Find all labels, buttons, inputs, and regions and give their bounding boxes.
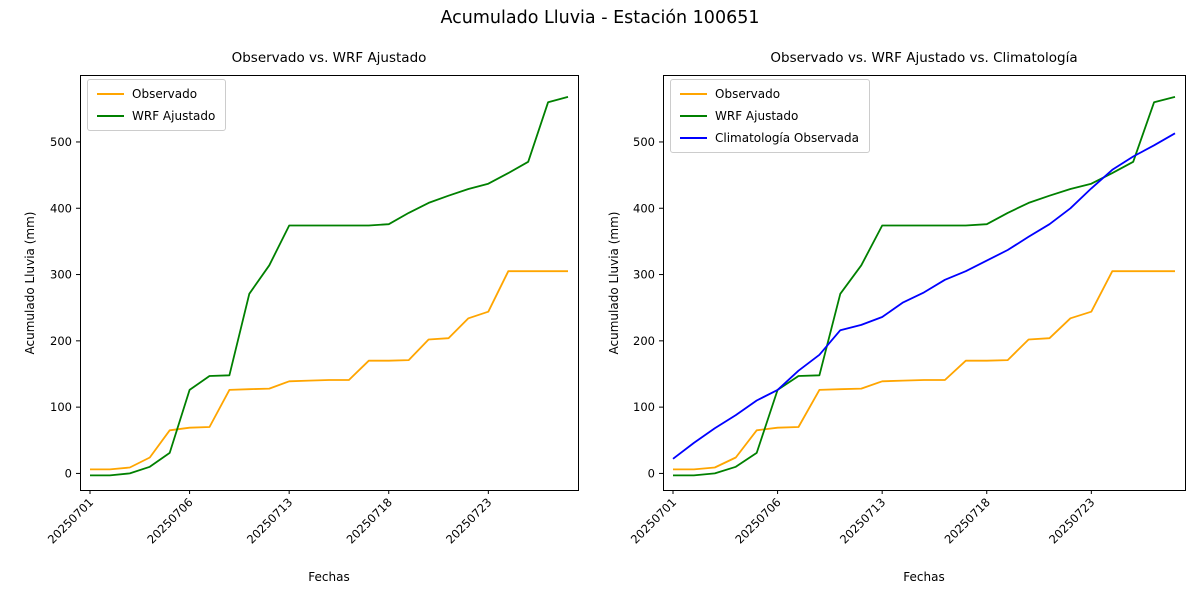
left-chart-xlabel: Fechas (308, 570, 350, 584)
x-tick-label: 20250701 (45, 495, 96, 546)
y-tick-label: 400 (50, 201, 72, 215)
y-tick-label: 0 (648, 466, 655, 480)
y-tick-label: 400 (633, 201, 655, 215)
y-tick-label: 500 (633, 135, 655, 149)
series-line-wrf-ajustado (90, 96, 569, 477)
figure-suptitle: Acumulado Lluvia - Estación 100651 (440, 8, 760, 28)
series-line-wrf-ajustado (673, 96, 1176, 477)
axes-spines (80, 75, 579, 491)
legend-label: Observado (132, 87, 198, 101)
y-tick-label: 0 (65, 466, 72, 480)
y-tick-label: 200 (633, 334, 655, 348)
legend-label: WRF Ajustado (715, 109, 799, 123)
right-chart-ylabel: Acumulado Lluvia (mm) (607, 211, 621, 355)
left-chart-title: Observado vs. WRF Ajustado (231, 50, 427, 66)
x-tick-label: 20250706 (732, 495, 783, 546)
y-tick-label: 100 (50, 400, 72, 414)
x-tick-label: 20250713 (837, 495, 888, 546)
legend-item: WRF Ajustado (680, 107, 859, 125)
legend-line-swatch (97, 115, 124, 117)
y-tick-label: 200 (50, 334, 72, 348)
x-tick-label: 20250723 (1046, 495, 1097, 546)
y-tick-label: 100 (633, 400, 655, 414)
legend-label: Observado (715, 87, 781, 101)
x-tick-label: 20250706 (144, 495, 195, 546)
legend-line-swatch (680, 93, 707, 95)
legend-item: Climatología Observada (680, 129, 859, 147)
series-line-observado (90, 270, 568, 471)
right-chart-title: Observado vs. WRF Ajustado vs. Climatolo… (770, 50, 1078, 66)
right-chart-legend: Observado WRF Ajustado Climatología Observ… (670, 79, 870, 153)
legend-item: Observado (97, 85, 215, 103)
series-line-observado (673, 270, 1175, 471)
legend-item: Observado (680, 85, 859, 103)
y-tick-label: 300 (633, 268, 655, 282)
legend-label: WRF Ajustado (132, 109, 216, 123)
legend-line-swatch (680, 137, 707, 139)
y-tick-label: 300 (50, 268, 72, 282)
x-tick-label: 20250713 (244, 495, 295, 546)
legend-label: Climatología Observada (715, 131, 859, 145)
x-tick-label: 20250701 (628, 495, 679, 546)
left-chart-legend: Observado WRF Ajustado (87, 79, 227, 131)
x-tick-label: 20250718 (942, 495, 993, 546)
x-tick-label: 20250723 (443, 495, 494, 546)
x-tick-label: 20250718 (344, 495, 395, 546)
series-line-climatolog-a-observada (672, 132, 1176, 460)
legend-item: WRF Ajustado (97, 107, 215, 125)
left-chart-ylabel: Acumulado Lluvia (mm) (23, 211, 37, 355)
axes-spines (663, 75, 1186, 491)
right-chart-xlabel: Fechas (903, 570, 945, 584)
y-tick-label: 500 (50, 135, 72, 149)
legend-line-swatch (97, 93, 124, 95)
legend-line-swatch (680, 115, 707, 117)
